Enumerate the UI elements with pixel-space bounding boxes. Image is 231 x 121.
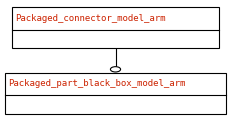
Text: Packaged_part_black_box_model_arm: Packaged_part_black_box_model_arm [8,79,185,88]
Text: Packaged_connector_model_arm: Packaged_connector_model_arm [15,14,166,23]
Circle shape [110,67,121,72]
Bar [12,7,219,48]
Bar [5,73,226,114]
